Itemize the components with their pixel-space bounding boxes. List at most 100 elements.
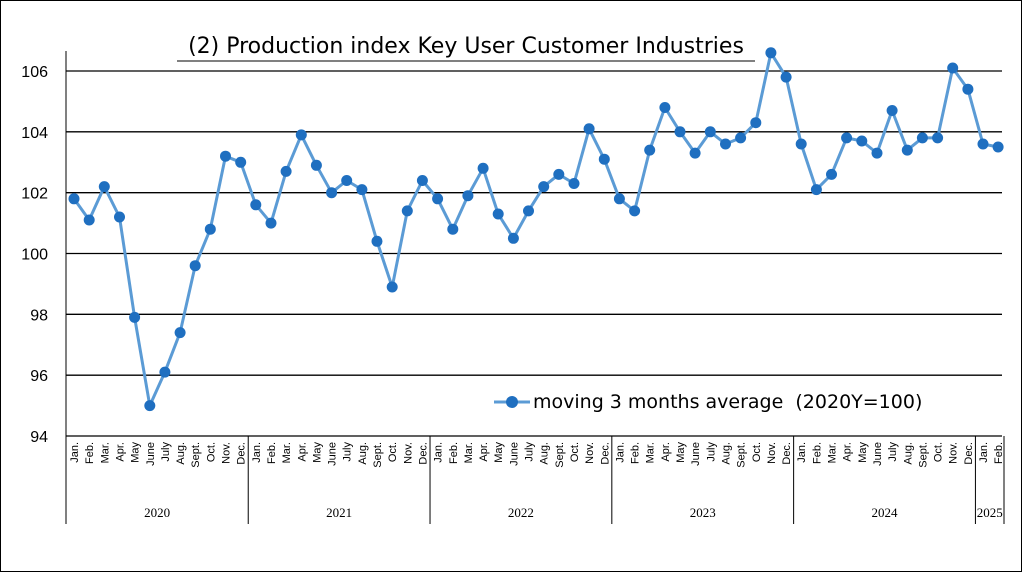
- data-point: [613, 193, 625, 205]
- month-label: Sept.: [190, 442, 202, 468]
- month-label: Jan.: [978, 442, 990, 463]
- month-label: Dec.: [963, 442, 975, 465]
- data-point: [447, 223, 459, 235]
- month-label: Dec.: [417, 442, 429, 465]
- month-label: Oct.: [387, 442, 399, 462]
- legend-label: moving 3 months average (2020Y=100): [533, 391, 922, 413]
- month-label: Sept.: [736, 442, 748, 468]
- month-label: Jan.: [69, 442, 81, 463]
- data-point: [204, 223, 216, 235]
- month-label: July: [160, 442, 172, 462]
- month-label: Aug.: [357, 442, 369, 465]
- data-point: [947, 62, 959, 74]
- data-point: [992, 141, 1004, 153]
- data-point: [583, 123, 595, 135]
- data-point: [189, 260, 201, 272]
- month-label: Oct.: [205, 442, 217, 462]
- data-point: [83, 214, 95, 226]
- y-tick-label: 100: [21, 247, 48, 264]
- data-point: [114, 211, 125, 223]
- data-point: [886, 105, 898, 116]
- data-point: [523, 205, 534, 217]
- month-label: Nov.: [766, 442, 778, 464]
- data-point: [356, 184, 368, 196]
- data-point: [901, 144, 913, 156]
- month-label: Jan.: [433, 442, 445, 463]
- month-label: Oct.: [751, 442, 763, 462]
- month-label: Oct.: [933, 442, 945, 462]
- month-label: Mar.: [99, 442, 111, 463]
- data-point: [235, 156, 247, 168]
- data-point: [932, 132, 944, 144]
- data-point: [401, 205, 413, 217]
- year-label-2024: 2024: [872, 505, 899, 520]
- month-label: Dec.: [781, 442, 793, 465]
- data-point: [280, 165, 292, 177]
- month-label: Jan.: [251, 442, 263, 463]
- month-label: Apr.: [478, 442, 490, 462]
- month-label: Apr.: [842, 442, 854, 462]
- month-label: May: [857, 442, 869, 463]
- data-point: [735, 132, 747, 144]
- data-point: [916, 132, 928, 144]
- data-point: [159, 366, 171, 378]
- data-point: [507, 232, 519, 244]
- y-tick-label: 106: [21, 64, 48, 81]
- month-label: Apr.: [660, 442, 672, 462]
- data-point: [841, 132, 853, 144]
- data-point: [689, 147, 701, 159]
- data-point: [720, 138, 731, 150]
- month-label: Oct.: [569, 442, 581, 462]
- month-label: Sept.: [372, 442, 384, 468]
- data-point: [386, 281, 398, 293]
- month-label: Aug.: [720, 442, 732, 465]
- data-point: [962, 83, 974, 95]
- month-label: Nov.: [221, 442, 233, 464]
- data-point: [98, 181, 110, 193]
- data-point: [644, 144, 656, 156]
- month-label: Aug.: [175, 442, 187, 465]
- month-label: Feb.: [448, 442, 460, 464]
- month-label: June: [872, 442, 884, 466]
- data-point: [326, 187, 338, 199]
- data-point: [129, 311, 141, 323]
- y-tick-label: 96: [30, 368, 48, 385]
- month-label: June: [508, 442, 520, 466]
- data-point: [538, 181, 550, 193]
- data-point: [492, 208, 504, 220]
- data-point: [295, 129, 307, 141]
- month-label: May: [675, 442, 687, 463]
- month-label: Apr.: [114, 442, 126, 462]
- month-label: Feb.: [630, 442, 642, 464]
- data-point: [432, 193, 444, 205]
- month-label: Jan.: [796, 442, 808, 463]
- data-point: [765, 47, 777, 59]
- legend-marker: [506, 396, 518, 408]
- data-point: [629, 205, 641, 217]
- data-point: [780, 71, 792, 83]
- month-label: Feb.: [84, 442, 96, 464]
- data-point: [977, 138, 989, 150]
- series-moving-average: [68, 47, 1004, 412]
- data-point: [68, 193, 80, 205]
- month-label: May: [493, 442, 505, 463]
- x-axis: Jan. Feb. Mar. Apr. May June July Aug. Sept. Oct.…: [65, 436, 1005, 524]
- month-label: July: [524, 442, 536, 462]
- month-label: Mar.: [281, 442, 293, 463]
- month-label: June: [145, 442, 157, 466]
- month-label: Aug.: [902, 442, 914, 465]
- month-label: Dec.: [236, 442, 248, 465]
- month-label: Mar.: [463, 442, 475, 463]
- data-point: [795, 138, 807, 150]
- data-point: [371, 235, 383, 247]
- month-label: Dec.: [599, 442, 611, 465]
- data-point: [553, 168, 565, 180]
- y-tick-label: 102: [21, 186, 48, 203]
- month-label: Feb.: [993, 442, 1005, 464]
- legend: moving 3 months average (2020Y=100): [494, 391, 922, 413]
- month-label: Mar.: [827, 442, 839, 463]
- month-label: Jan.: [614, 442, 626, 463]
- data-point: [871, 147, 883, 159]
- year-label-2022: 2022: [508, 505, 534, 520]
